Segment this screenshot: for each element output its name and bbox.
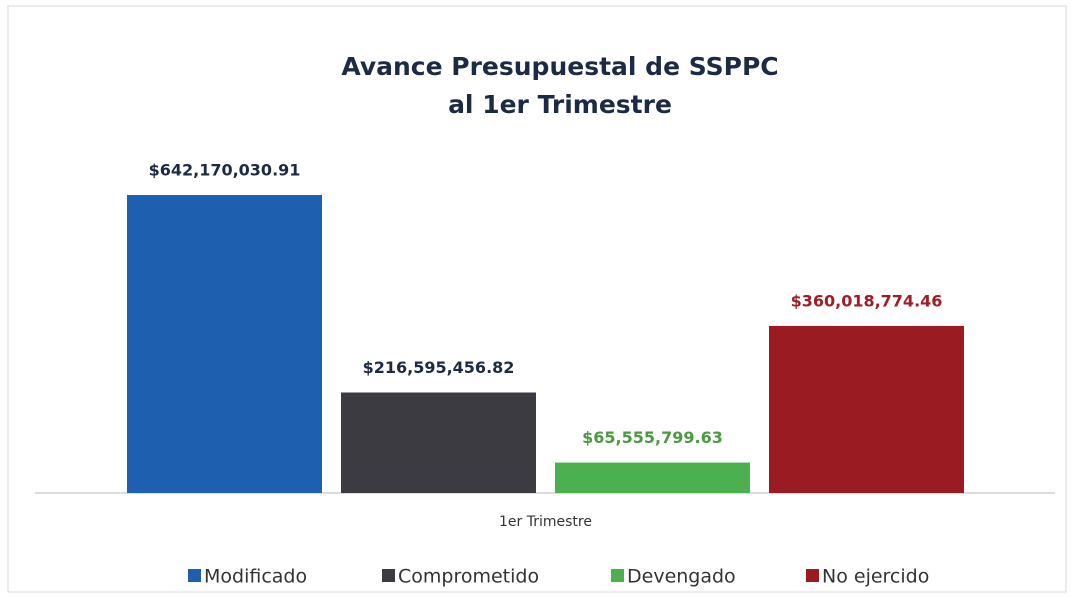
legend-swatch: [611, 569, 624, 582]
bar: [555, 462, 750, 493]
legend-label: Devengado: [627, 566, 736, 588]
bar: [127, 195, 322, 493]
chart-title: Avance Presupuestal de SSPPC: [341, 52, 778, 81]
legend-swatch: [188, 569, 201, 582]
legend-swatch: [382, 569, 395, 582]
data-label: $65,555,799.63: [582, 428, 723, 447]
legend-label: No ejercido: [822, 566, 929, 588]
data-label: $216,595,456.82: [363, 358, 515, 377]
bar: [341, 392, 536, 493]
legend-label: Modificado: [204, 566, 307, 588]
data-label: $360,018,774.46: [791, 291, 943, 310]
data-label: $642,170,030.91: [149, 161, 301, 180]
legend-swatch: [806, 569, 819, 582]
legend-label: Comprometido: [398, 566, 539, 588]
x-tick-label: 1er Trimestre: [499, 514, 592, 530]
bar: [769, 325, 964, 493]
chart-title: al 1er Trimestre: [448, 90, 672, 119]
